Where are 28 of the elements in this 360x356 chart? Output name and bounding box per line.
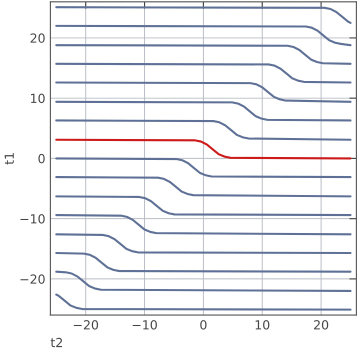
y-axis-title: t1 <box>4 153 14 165</box>
x-tick-label: 0 <box>200 320 207 330</box>
line-series <box>55 6 352 24</box>
y-tick-label: 20 <box>30 33 45 43</box>
line-series <box>55 100 352 122</box>
x-tick-label: 20 <box>314 320 328 330</box>
line-series <box>55 270 352 292</box>
y-tick-label: −10 <box>20 214 45 224</box>
line-series <box>55 214 352 236</box>
line-series <box>55 138 352 160</box>
line-series <box>55 294 352 311</box>
line-series <box>55 119 352 141</box>
line-series <box>55 62 352 84</box>
line-series <box>55 24 352 46</box>
line-series <box>55 44 352 65</box>
line-series <box>55 252 352 273</box>
line-series <box>55 195 352 216</box>
line-series <box>55 233 352 254</box>
line-series <box>55 176 352 198</box>
x-tick-label: −10 <box>132 320 157 330</box>
y-tick-label: −20 <box>20 274 45 284</box>
x-tick-label: −20 <box>74 320 98 330</box>
line-series <box>55 81 352 103</box>
x-tick-label: 10 <box>256 320 270 330</box>
y-tick-label: 10 <box>31 94 45 104</box>
y-tick-label: 0 <box>38 154 45 164</box>
line-series <box>55 157 352 178</box>
x-axis-title: t2 <box>50 338 62 348</box>
